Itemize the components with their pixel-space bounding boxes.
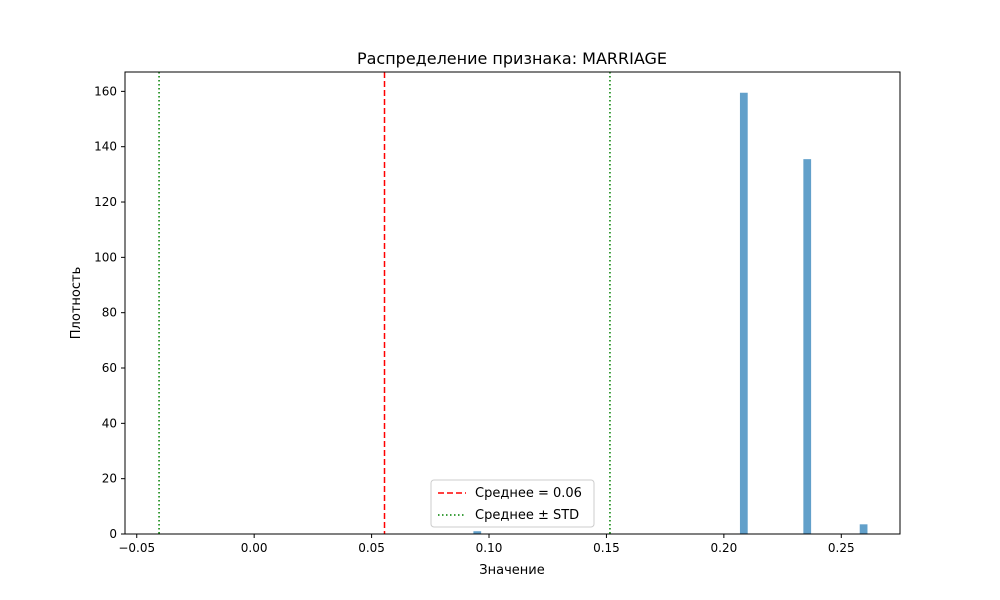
- y-axis-label: Плотность: [69, 267, 84, 339]
- y-tick-label: 0: [109, 527, 117, 541]
- histogram-bar: [859, 524, 868, 534]
- x-axis-ticks: −0.05 0.00 0.05 0.10 0.15 0.20 0.25: [118, 534, 855, 555]
- y-axis-ticks: 0 20 40 60 80 100 120 140 160: [94, 84, 125, 541]
- y-tick-label: 20: [102, 472, 117, 486]
- x-tick-label: 0.05: [358, 541, 385, 555]
- legend-label: Среднее ± STD: [475, 508, 579, 523]
- y-tick-label: 120: [94, 195, 117, 209]
- y-tick-label: 140: [94, 140, 117, 154]
- histogram-bar: [739, 92, 748, 534]
- y-tick-label: 60: [102, 361, 117, 375]
- legend-label: Среднее = 0.06: [475, 486, 582, 501]
- x-tick-label: 0.20: [711, 541, 738, 555]
- chart-title: Распределение признака: MARRIAGE: [357, 49, 667, 68]
- reference-lines-group: [158, 72, 611, 534]
- histogram-bar: [803, 159, 812, 534]
- x-tick-label: 0.10: [476, 541, 503, 555]
- x-axis-label: Значение: [479, 563, 544, 578]
- bars-group: [473, 92, 868, 534]
- histogram-bar: [473, 531, 482, 534]
- plot-frame: [124, 71, 901, 535]
- x-tick-label: 0.15: [593, 541, 620, 555]
- x-tick-label: 0.00: [241, 541, 268, 555]
- y-tick-label: 100: [94, 250, 117, 264]
- y-tick-label: 80: [102, 306, 117, 320]
- x-tick-label: −0.05: [118, 541, 155, 555]
- legend: Среднее = 0.06 Среднее ± STD: [430, 479, 595, 528]
- y-tick-label: 40: [102, 416, 117, 430]
- y-tick-label: 160: [94, 84, 117, 98]
- legend-box: [430, 479, 595, 528]
- x-tick-label: 0.25: [828, 541, 855, 555]
